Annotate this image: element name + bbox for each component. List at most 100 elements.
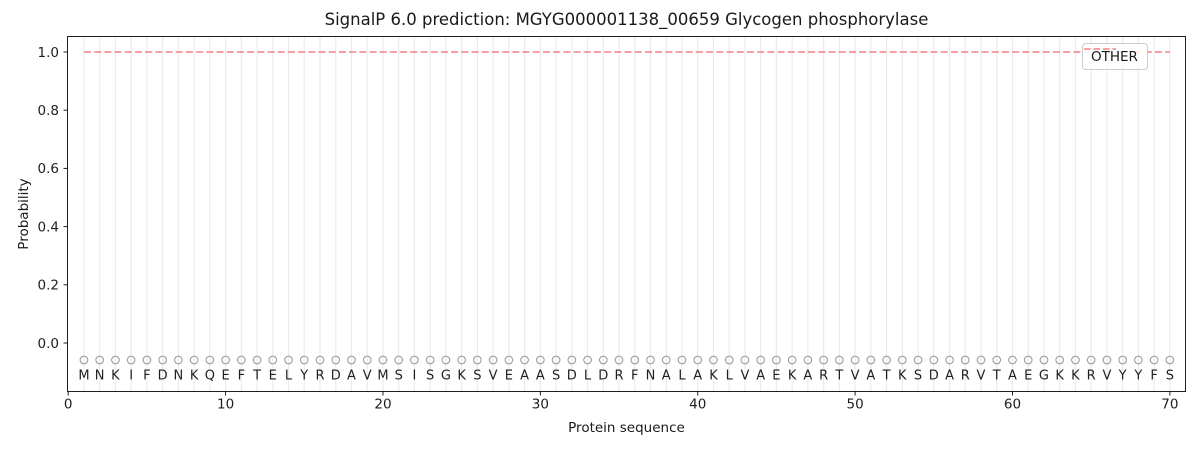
residue-marker-icon (740, 355, 750, 365)
residue-marker-icon (347, 355, 356, 365)
residue-marker-icon (79, 355, 89, 365)
sequence-letter: K (190, 369, 199, 384)
sequence-letter: I (413, 369, 417, 384)
residue-marker-icon (598, 355, 608, 365)
residue-marker-icon (1118, 355, 1127, 365)
sequence-letter: A (945, 369, 954, 384)
residue-marker-icon (1134, 355, 1143, 365)
residue-marker-icon (457, 355, 467, 365)
residue-marker-icon (126, 355, 136, 365)
residue-marker-icon (378, 355, 388, 365)
residue-marker-icon (410, 355, 419, 365)
residue-marker-icon (772, 355, 781, 365)
residue-marker-icon (504, 355, 514, 365)
residue-marker-icon (315, 355, 325, 365)
residue-marker-icon (331, 355, 341, 365)
residue-marker-icon (1008, 355, 1017, 365)
residue-marker-icon (897, 355, 907, 365)
sequence-letter: F (238, 369, 245, 384)
sequence-letter: T (834, 369, 843, 384)
sequence-letter: A (756, 369, 765, 384)
residue-marker-icon (614, 355, 624, 365)
residue-marker-icon (1165, 355, 1175, 365)
sequence-letter: A (1008, 369, 1017, 384)
residue-marker-icon (567, 355, 577, 365)
residue-marker-icon (866, 355, 876, 365)
residue-marker-icon (425, 355, 435, 365)
sequence-letter: V (363, 369, 372, 384)
sequence-letter: N (646, 369, 656, 384)
sequence-letter: V (740, 369, 749, 384)
sequence-letter: F (1150, 369, 1157, 384)
sequence-letter: E (269, 369, 277, 384)
x-tick-label: 70 (1161, 397, 1178, 413)
sequence-letter: G (1039, 369, 1049, 384)
sequence-letter: M (78, 369, 89, 384)
sequence-letter: A (693, 369, 702, 384)
residue-marker-icon (268, 355, 278, 365)
residue-marker-icon (583, 355, 592, 365)
residue-marker-icon (913, 355, 923, 365)
residue-marker-icon (630, 355, 640, 365)
residue-marker-icon (252, 355, 262, 365)
residue-marker-icon (221, 355, 230, 365)
residue-marker-icon (882, 355, 891, 365)
residue-marker-icon (787, 355, 797, 365)
residue-marker-icon (535, 355, 545, 365)
sequence-letter: F (631, 369, 638, 384)
residue-marker-icon (976, 355, 986, 365)
sequence-letter: A (803, 369, 812, 384)
residue-marker-icon (929, 355, 939, 365)
sequence-letter: A (866, 369, 875, 384)
legend-entry-label: OTHER (1091, 48, 1138, 65)
sequence-letter: K (898, 369, 907, 384)
residue-marker-icon (850, 355, 860, 365)
residue-marker-icon (724, 355, 734, 365)
residue-marker-icon (945, 355, 954, 365)
residue-marker-icon (1039, 355, 1049, 365)
x-tick-label: 30 (532, 397, 549, 413)
residue-marker-icon (677, 355, 687, 365)
sequence-letter: L (584, 369, 592, 384)
x-tick-label: 0 (64, 397, 73, 413)
grid-layer (83, 37, 1171, 391)
sequence-letter: T (882, 369, 891, 384)
residue-marker-icon (551, 355, 561, 365)
sequence-letter: D (158, 369, 168, 384)
sequence-letter: L (678, 369, 686, 384)
sequence-letter: R (615, 369, 624, 384)
sequence-letter: Y (1118, 369, 1127, 384)
residue-marker-icon (236, 355, 246, 365)
sequence-letter: R (961, 369, 970, 384)
residue-marker-icon (95, 355, 105, 365)
chart-title: SignalP 6.0 prediction: MGYG000001138_00… (324, 10, 929, 29)
sequence-letter: D (567, 369, 577, 384)
residue-marker-icon (362, 355, 372, 365)
sequence-letter: S (914, 369, 922, 384)
residue-marker-icon (158, 355, 167, 365)
sequence-letter: S (552, 369, 560, 384)
sequence-letter: G (441, 369, 451, 384)
sequence-letter: E (1024, 369, 1032, 384)
residue-marker-icon (1086, 355, 1096, 365)
sequence-letter: S (1166, 369, 1174, 384)
residue-marker-icon (189, 355, 199, 365)
residue-marker-icon (1023, 355, 1033, 365)
sequence-letter: A (347, 369, 356, 384)
sequence-letter: L (726, 369, 734, 384)
sequence-letter: E (505, 369, 513, 384)
sequence-letter: K (1071, 369, 1080, 384)
residue-marker-icon (520, 355, 529, 365)
sequence-letter: E (772, 369, 780, 384)
residue-marker-icon (1102, 355, 1112, 365)
sequence-letter: N (95, 369, 105, 384)
residue-marker-icon (756, 355, 766, 365)
sequence-letter: V (977, 369, 986, 384)
residue-marker-icon (960, 355, 970, 365)
residue-marker-icon (299, 355, 309, 365)
sequence-letter: A (536, 369, 545, 384)
residue-marker-icon (394, 355, 404, 365)
x-tick-label: 50 (847, 397, 864, 413)
